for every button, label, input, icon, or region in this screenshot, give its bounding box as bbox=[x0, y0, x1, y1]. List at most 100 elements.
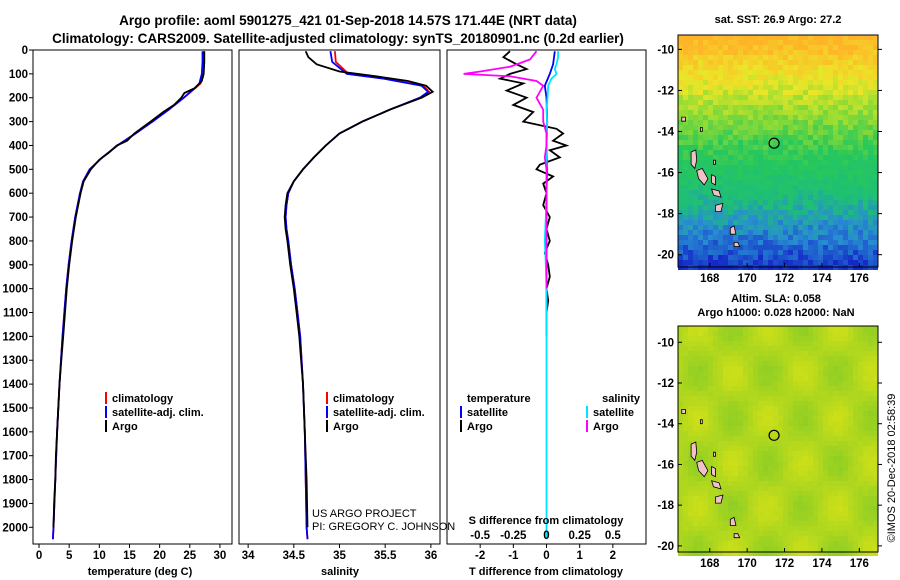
island-shape bbox=[700, 127, 703, 132]
sst-grid-cell bbox=[833, 55, 838, 60]
sst-grid-cell bbox=[743, 165, 748, 170]
sla-grid-cell bbox=[793, 486, 798, 491]
sla-grid-cell bbox=[828, 486, 833, 491]
sla-grid-cell bbox=[753, 546, 758, 551]
sst-grid-cell bbox=[698, 60, 703, 65]
sst-grid-cell bbox=[853, 95, 858, 100]
sla-grid-cell bbox=[803, 381, 808, 386]
sla-grid-cell bbox=[773, 331, 778, 336]
sla-grid-cell bbox=[718, 551, 723, 556]
sla-grid-cell bbox=[713, 541, 718, 546]
sla-grid-cell bbox=[773, 521, 778, 526]
sla-grid-cell bbox=[828, 386, 833, 391]
sla-grid-cell bbox=[688, 456, 693, 461]
sla-grid-cell bbox=[788, 441, 793, 446]
sst-grid-cell bbox=[773, 40, 778, 45]
sst-grid-cell bbox=[753, 140, 758, 145]
sla-grid-cell bbox=[848, 411, 853, 416]
sla-grid-cell bbox=[733, 356, 738, 361]
sla-grid-cell bbox=[863, 386, 868, 391]
sst-grid-cell bbox=[713, 220, 718, 225]
sla-grid-cell bbox=[823, 386, 828, 391]
sst-grid-cell bbox=[713, 140, 718, 145]
sst-grid-cell bbox=[733, 45, 738, 50]
sla-grid-cell bbox=[843, 336, 848, 341]
sla-grid-cell bbox=[828, 546, 833, 551]
sla-grid-cell bbox=[688, 451, 693, 456]
sla-grid-cell bbox=[703, 421, 708, 426]
legend-argo-label: Argo bbox=[112, 421, 138, 433]
sst-grid-cell bbox=[823, 75, 828, 80]
sst-grid-cell bbox=[808, 155, 813, 160]
sla-grid-cell bbox=[688, 521, 693, 526]
sla-grid-cell bbox=[698, 391, 703, 396]
sla-grid-cell bbox=[803, 516, 808, 521]
sst-grid-cell bbox=[698, 215, 703, 220]
sst-grid-cell bbox=[718, 260, 723, 265]
sla-grid-cell bbox=[743, 371, 748, 376]
sla-grid-cell bbox=[738, 351, 743, 356]
sla-grid-cell bbox=[753, 411, 758, 416]
sst-grid-cell bbox=[843, 195, 848, 200]
series-argo bbox=[283, 50, 435, 528]
sst-grid-cell bbox=[738, 95, 743, 100]
sst-grid-cell bbox=[693, 190, 698, 195]
sst-grid-cell bbox=[698, 245, 703, 250]
sla-grid-cell bbox=[868, 346, 873, 351]
sla-grid-cell bbox=[693, 366, 698, 371]
sst-grid-cell bbox=[783, 170, 788, 175]
sst-grid-cell bbox=[708, 90, 713, 95]
sst-grid-cell bbox=[763, 40, 768, 45]
sla-grid-cell bbox=[768, 451, 773, 456]
sla-grid-cell bbox=[728, 441, 733, 446]
sst-grid-cell bbox=[728, 110, 733, 115]
sst-grid-cell bbox=[873, 35, 878, 40]
sst-grid-cell bbox=[793, 175, 798, 180]
sla-grid-cell bbox=[823, 331, 828, 336]
sst-grid-cell bbox=[853, 195, 858, 200]
sla-grid-cell bbox=[738, 471, 743, 476]
sst-grid-cell bbox=[808, 185, 813, 190]
sst-grid-cell bbox=[818, 75, 823, 80]
sla-grid-cell bbox=[738, 326, 743, 331]
sst-grid-cell bbox=[853, 40, 858, 45]
sla-grid-cell bbox=[778, 376, 783, 381]
sst-grid-cell bbox=[768, 125, 773, 130]
sla-grid-cell bbox=[698, 551, 703, 556]
sla-grid-cell bbox=[848, 531, 853, 536]
sst-grid-cell bbox=[808, 130, 813, 135]
sst-grid-cell bbox=[753, 225, 758, 230]
sla-grid-cell bbox=[793, 436, 798, 441]
sst-grid-cell bbox=[763, 85, 768, 90]
sst-grid-cell bbox=[813, 180, 818, 185]
sla-grid-cell bbox=[678, 501, 683, 506]
sst-grid-cell bbox=[788, 130, 793, 135]
sla-grid-cell bbox=[853, 436, 858, 441]
sst-grid-cell bbox=[768, 140, 773, 145]
sst-grid-cell bbox=[818, 70, 823, 75]
sla-grid-cell bbox=[863, 506, 868, 511]
sla-grid-cell bbox=[863, 366, 868, 371]
sla-grid-cell bbox=[748, 501, 753, 506]
sst-grid-cell bbox=[858, 35, 863, 40]
sst-grid-cell bbox=[818, 165, 823, 170]
sst-grid-cell bbox=[693, 80, 698, 85]
sla-grid-cell bbox=[748, 356, 753, 361]
sla-grid-cell bbox=[758, 431, 763, 436]
sla-grid-cell bbox=[858, 531, 863, 536]
sst-grid-cell bbox=[743, 220, 748, 225]
sst-grid-cell bbox=[783, 160, 788, 165]
sst-grid-cell bbox=[833, 75, 838, 80]
sla-grid-cell bbox=[833, 341, 838, 346]
sst-grid-cell bbox=[738, 145, 743, 150]
sla-grid-cell bbox=[863, 471, 868, 476]
sla-grid-cell bbox=[778, 346, 783, 351]
sst-grid-cell bbox=[828, 55, 833, 60]
sla-grid-cell bbox=[858, 471, 863, 476]
sla-grid-cell bbox=[758, 541, 763, 546]
sst-grid-cell bbox=[763, 70, 768, 75]
sla-grid-cell bbox=[733, 416, 738, 421]
sla-grid-cell bbox=[808, 366, 813, 371]
sst-grid-cell bbox=[698, 160, 703, 165]
sla-grid-cell bbox=[863, 451, 868, 456]
